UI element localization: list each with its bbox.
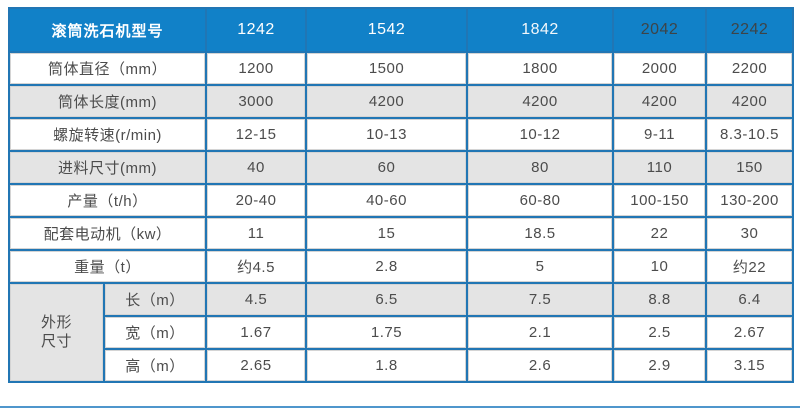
value-cell: 4200 <box>305 84 469 119</box>
value-cell: 2.1 <box>466 315 615 350</box>
row-label-cell: 筒体直径（mm） <box>7 51 208 86</box>
value-cell: 2.65 <box>205 348 308 383</box>
header-row: 滚筒洗石机型号 1242 1542 1842 2042 2242 <box>7 7 795 53</box>
dimension-row: 外形 尺寸 长（m） 4.5 6.5 7.5 8.8 6.4 <box>8 282 795 383</box>
value-cell: 9-11 <box>612 117 708 152</box>
dimension-group-label-line: 外形 <box>40 313 72 331</box>
value-cell: 100-150 <box>612 183 708 218</box>
value-cell: 1.8 <box>305 348 469 383</box>
value-cell: 18.5 <box>466 216 615 251</box>
spec-row: 进料尺寸(mm) 40 60 80 110 150 <box>7 150 795 185</box>
spec-row: 螺旋转速(r/min) 12-15 10-13 10-12 9-11 8.3-10.5 <box>7 117 795 152</box>
dimension-row-label-cell: 高（m） <box>102 348 208 383</box>
value-cell: 2.5 <box>612 315 708 350</box>
dimension-row: 宽（m） 1.67 1.75 2.1 2.5 2.67 <box>9 315 795 350</box>
value-cell: 约4.5 <box>205 249 308 284</box>
spec-row: 筒体长度(mm) 3000 4200 4200 4200 4200 <box>7 84 795 119</box>
dimension-row-label-cell: 长（m） <box>102 282 208 317</box>
value-cell: 约22 <box>705 249 795 284</box>
header-model-cell: 1542 <box>305 7 469 53</box>
dimension-row: 高（m） 2.65 1.8 2.6 2.9 3.15 <box>9 348 795 383</box>
value-cell: 15 <box>305 216 469 251</box>
table-title-cell: 滚筒洗石机型号 <box>7 7 208 53</box>
spec-table: 滚筒洗石机型号 1242 1542 1842 2042 2242 筒体直径（mm） 1200… <box>7 7 795 383</box>
spec-row: 配套电动机（kw） 11 15 18.5 22 30 <box>7 216 795 251</box>
value-cell: 1500 <box>305 51 469 86</box>
value-cell: 7.5 <box>466 282 615 317</box>
bottom-rule <box>0 406 800 408</box>
row-label-cell: 筒体长度(mm) <box>7 84 208 119</box>
value-cell: 8.3-10.5 <box>705 117 795 152</box>
dimension-group-label-cell: 外形 尺寸 <box>8 282 105 383</box>
header-model-cell: 2042 <box>612 7 708 53</box>
value-cell: 4200 <box>612 84 708 119</box>
value-cell: 8.8 <box>612 282 708 317</box>
row-label-cell: 重量（t） <box>7 249 208 284</box>
value-cell: 4200 <box>466 84 615 119</box>
spec-row: 筒体直径（mm） 1200 1500 1800 2000 2200 <box>7 51 795 86</box>
header-model-cell: 1842 <box>466 7 615 53</box>
value-cell: 40 <box>205 150 308 185</box>
value-cell: 2.67 <box>705 315 795 350</box>
row-label-cell: 进料尺寸(mm) <box>7 150 208 185</box>
dimension-group-label-line: 尺寸 <box>40 332 72 350</box>
value-cell: 2000 <box>612 51 708 86</box>
header-model-cell: 1242 <box>205 7 308 53</box>
value-cell: 12-15 <box>205 117 308 152</box>
value-cell: 6.5 <box>305 282 469 317</box>
value-cell: 60-80 <box>466 183 615 218</box>
value-cell: 110 <box>612 150 708 185</box>
value-cell: 6.4 <box>705 282 795 317</box>
value-cell: 60 <box>305 150 469 185</box>
row-label-cell: 配套电动机（kw） <box>7 216 208 251</box>
value-cell: 150 <box>705 150 795 185</box>
value-cell: 40-60 <box>305 183 469 218</box>
value-cell: 5 <box>466 249 615 284</box>
spec-row: 产量（t/h） 20-40 40-60 60-80 100-150 130-200 <box>7 183 795 218</box>
value-cell: 30 <box>705 216 795 251</box>
value-cell: 4.5 <box>205 282 308 317</box>
spec-row: 重量（t） 约4.5 2.8 5 10 约22 <box>7 249 795 284</box>
value-cell: 130-200 <box>705 183 795 218</box>
value-cell: 1.75 <box>305 315 469 350</box>
value-cell: 4200 <box>705 84 795 119</box>
value-cell: 20-40 <box>205 183 308 218</box>
value-cell: 10-12 <box>466 117 615 152</box>
value-cell: 80 <box>466 150 615 185</box>
value-cell: 2.8 <box>305 249 469 284</box>
dimension-row-label-cell: 宽（m） <box>102 315 208 350</box>
value-cell: 2.6 <box>466 348 615 383</box>
value-cell: 2200 <box>705 51 795 86</box>
row-label-cell: 产量（t/h） <box>7 183 208 218</box>
value-cell: 10 <box>612 249 708 284</box>
value-cell: 2.9 <box>612 348 708 383</box>
value-cell: 11 <box>205 216 308 251</box>
row-label-cell: 螺旋转速(r/min) <box>7 117 208 152</box>
value-cell: 1800 <box>466 51 615 86</box>
value-cell: 10-13 <box>305 117 469 152</box>
value-cell: 1.67 <box>205 315 308 350</box>
value-cell: 3000 <box>205 84 308 119</box>
header-model-cell: 2242 <box>705 7 795 53</box>
value-cell: 22 <box>612 216 708 251</box>
value-cell: 3.15 <box>705 348 795 383</box>
value-cell: 1200 <box>205 51 308 86</box>
